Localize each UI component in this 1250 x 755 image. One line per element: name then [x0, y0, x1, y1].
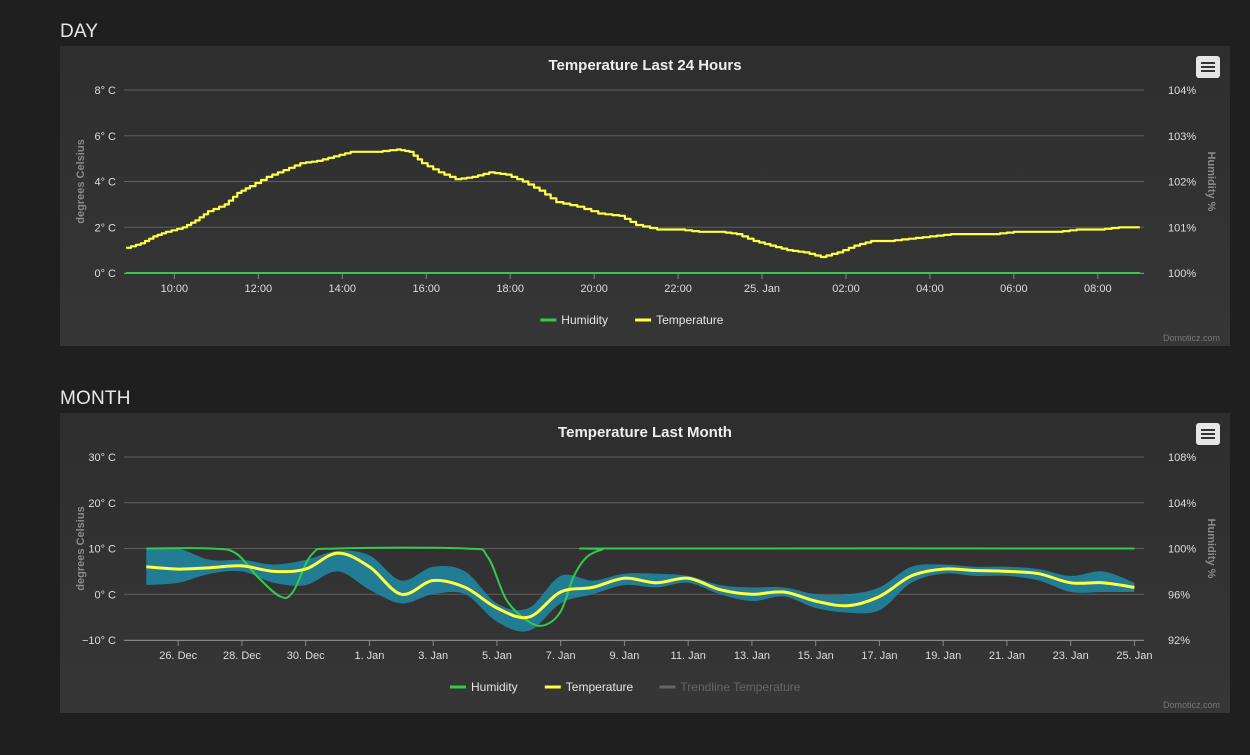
x-tick-label: 21. Jan [989, 650, 1025, 662]
y2-tick-label: 102% [1168, 177, 1196, 189]
month-section-title: MONTH [60, 388, 131, 409]
y2-tick-label: 96% [1168, 589, 1190, 601]
x-tick-label: 1. Jan [354, 650, 384, 662]
y2-tick-label: 100% [1168, 544, 1196, 556]
credits-link[interactable]: Domoticz.com [1162, 700, 1220, 710]
y2-axis-title: Humidity % [1205, 519, 1217, 579]
y-tick-label: 2° C [94, 222, 116, 234]
y2-tick-label: 104% [1168, 85, 1196, 97]
legend-item-label: Humidity [471, 680, 518, 694]
y2-tick-label: 103% [1168, 131, 1196, 143]
x-tick-label: 22:00 [664, 283, 692, 295]
x-tick-label: 14:00 [329, 283, 357, 295]
chart-title: Temperature Last 24 Hours [548, 57, 741, 74]
x-tick-label: 9. Jan [609, 650, 639, 662]
y2-tick-label: 100% [1168, 268, 1196, 280]
humidity-series-line [146, 546, 1135, 627]
x-tick-label: 3. Jan [418, 650, 448, 662]
x-tick-label: 20:00 [580, 283, 608, 295]
y2-tick-label: 101% [1168, 222, 1196, 234]
y-tick-label: 8° C [94, 85, 116, 97]
temperature-series-line [126, 148, 1140, 259]
x-tick-label: 5. Jan [482, 650, 512, 662]
x-tick-label: 16:00 [412, 283, 440, 295]
x-tick-label: 08:00 [1084, 283, 1112, 295]
legend-item-label: Temperature [656, 313, 724, 327]
y2-tick-label: 104% [1168, 498, 1196, 510]
y-tick-label: 10° C [88, 544, 116, 556]
x-tick-label: 02:00 [832, 283, 860, 295]
x-tick-label: 30. Dec [287, 650, 325, 662]
x-tick-label: 10:00 [161, 283, 189, 295]
y-tick-label: 30° C [88, 452, 116, 464]
legend-item-label: Temperature [566, 680, 634, 694]
x-tick-label: 13. Jan [734, 650, 770, 662]
month-temperature-chart: Temperature Last Month −10° C 92% 0° C 96% 10… [75, 424, 1217, 694]
legend-item-label: Trendline Temperature [680, 680, 800, 694]
x-tick-label: 15. Jan [798, 650, 834, 662]
day-temperature-chart: Temperature Last 24 Hours 0° C 100% 2° C 101… [75, 57, 1217, 327]
x-tick-label: 04:00 [916, 283, 944, 295]
y2-axis-title: Humidity % [1205, 152, 1217, 212]
x-tick-label: 18:00 [496, 283, 524, 295]
hamburger-menu-icon[interactable] [1196, 423, 1220, 445]
x-tick-label: 28. Dec [223, 650, 261, 662]
x-tick-label: 12:00 [245, 283, 273, 295]
x-tick-label: 25. Jan [1116, 650, 1152, 662]
y-axis-title: degrees Celsius [75, 506, 87, 590]
x-tick-label: 19. Jan [925, 650, 961, 662]
credits-link[interactable]: Domoticz.com [1162, 333, 1220, 343]
month-chart-panel: Temperature Last Month −10° C 92% 0° C 96% 10… [60, 413, 1230, 713]
hamburger-menu-icon[interactable] [1196, 56, 1220, 78]
y-tick-label: 6° C [94, 131, 116, 143]
y-tick-label: 0° C [94, 268, 116, 280]
chart-title: Temperature Last Month [558, 424, 732, 441]
x-tick-label: 17. Jan [861, 650, 897, 662]
y2-tick-label: 92% [1168, 635, 1190, 647]
day-chart-panel: Temperature Last 24 Hours 0° C 100% 2° C 101… [60, 46, 1230, 346]
y-axis-title: degrees Celsius [75, 139, 87, 223]
y-tick-label: 20° C [88, 498, 116, 510]
y-tick-label: 4° C [94, 177, 116, 189]
temperature-series-line [146, 551, 1135, 620]
x-tick-label: 23. Jan [1053, 650, 1089, 662]
y-tick-label: 0° C [94, 589, 116, 601]
day-section-title: DAY [60, 21, 99, 42]
x-tick-label: 26. Dec [159, 650, 197, 662]
x-tick-label: 06:00 [1000, 283, 1028, 295]
x-tick-label: 11. Jan [671, 650, 706, 662]
x-tick-label: 7. Jan [546, 650, 576, 662]
x-tick-label: 25. Jan [744, 283, 780, 295]
y2-tick-label: 108% [1168, 452, 1196, 464]
legend-item-label: Humidity [561, 313, 608, 327]
y-tick-label: −10° C [82, 635, 116, 647]
